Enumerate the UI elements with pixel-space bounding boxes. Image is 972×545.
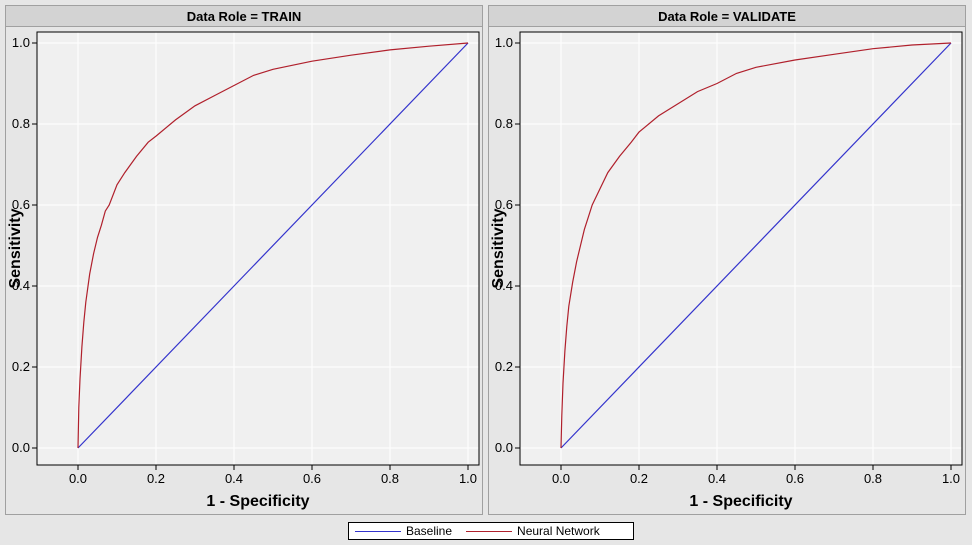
chart-legend: Baseline Neural Network [348, 522, 634, 540]
y-tick-label: 0.0 [12, 440, 30, 455]
y-tick-label: 0.2 [12, 359, 30, 374]
roc-chart-train: 0.0 0.2 0.4 0.6 0.8 1.0 0.0 0.2 0.4 0.6 0.8 1.0 1 - … [7, 31, 480, 510]
y-axis-label: Sensitivity [490, 208, 507, 288]
x-axis-label: 1 - Specificity [689, 493, 792, 510]
x-tick-label: 0.8 [864, 471, 882, 486]
x-tick-label: 0.8 [381, 471, 399, 486]
x-tick-label: 1.0 [942, 471, 960, 486]
plot-frame [36, 31, 480, 466]
legend-swatch-neural-network [466, 530, 513, 532]
legend-label: Baseline [406, 524, 453, 538]
x-axis-label: 1 - Specificity [206, 493, 309, 510]
series-line-baseline [560, 42, 952, 449]
x-tick-label: 0.4 [225, 471, 243, 486]
x-tick-label: 0.6 [786, 471, 804, 486]
legend-label: Neural Network [517, 524, 600, 538]
x-tick-label: 0.0 [69, 471, 87, 486]
legend-swatch-baseline [355, 530, 401, 532]
series-line-neural-network [77, 42, 469, 449]
x-tick-label: 0.2 [147, 471, 165, 486]
x-tick-label: 0.6 [303, 471, 321, 486]
y-axis-label: Sensitivity [7, 208, 24, 288]
series-line-neural-network [560, 42, 952, 449]
y-tick-label: 1.0 [495, 35, 513, 50]
y-tick-label: 0.2 [495, 359, 513, 374]
y-tick-label: 0.8 [12, 116, 30, 131]
roc-panel-train: Data Role = TRAIN 0.0 0.2 0.4 0.6 0.8 1.0 0.0 0… [5, 5, 483, 515]
plot-frame [519, 31, 963, 466]
x-tick-label: 0.0 [552, 471, 570, 486]
series-line-baseline [77, 42, 469, 449]
panel-title: Data Role = TRAIN [6, 6, 482, 27]
y-tick-label: 0.6 [12, 197, 30, 212]
panel-title: Data Role = VALIDATE [489, 6, 965, 27]
y-tick-label: 0.4 [12, 278, 30, 293]
plot-area [520, 32, 962, 465]
y-tick-label: 0.0 [495, 440, 513, 455]
y-tick-label: 0.6 [495, 197, 513, 212]
legend-item-neural-network: Neural Network [466, 524, 600, 538]
x-tick-label: 0.2 [630, 471, 648, 486]
x-tick-label: 1.0 [459, 471, 477, 486]
y-tick-label: 1.0 [12, 35, 30, 50]
plot-area [37, 32, 479, 465]
roc-panel-validate: Data Role = VALIDATE 0.0 0.2 0.4 0.6 0.8 1.0 0… [488, 5, 966, 515]
x-tick-label: 0.4 [708, 471, 726, 486]
legend-item-baseline: Baseline [355, 524, 452, 538]
y-tick-label: 0.8 [495, 116, 513, 131]
roc-chart-validate: 0.0 0.2 0.4 0.6 0.8 1.0 0.0 0.2 0.4 0.6 0.8 1.0 1 - … [490, 31, 963, 510]
y-tick-label: 0.4 [495, 278, 513, 293]
